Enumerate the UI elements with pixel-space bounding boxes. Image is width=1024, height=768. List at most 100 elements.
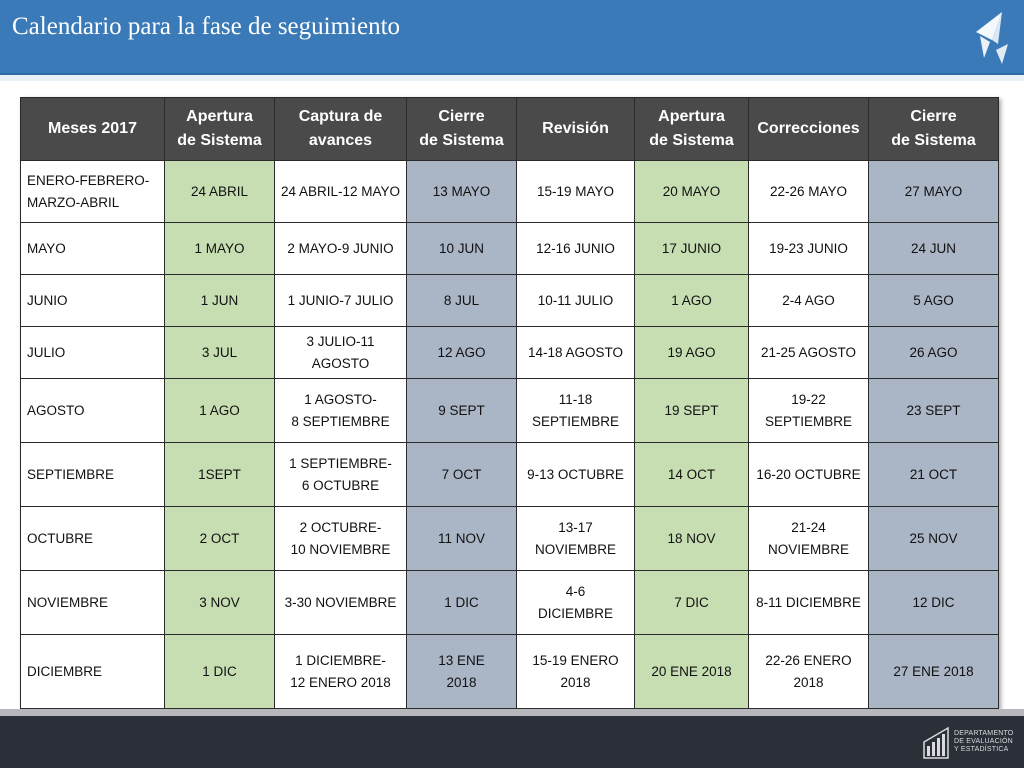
cell-text: 9-13 OCTUBRE — [527, 466, 624, 482]
column-header-label: Apertura de Sistema — [177, 108, 262, 149]
cell-text: JULIO — [27, 344, 66, 360]
date-cell: 3 JUL — [164, 326, 275, 379]
cell-text: 1 AGOSTO- 8 SEPTIEMBRE — [291, 391, 390, 429]
date-cell: 24 JUN — [868, 222, 999, 275]
cell-text: 26 AGO — [909, 344, 958, 360]
date-cell: 8-11 DICIEMBRE — [748, 570, 869, 635]
date-cell: 12-16 JUNIO — [516, 222, 635, 275]
column-header: Apertura de Sistema — [164, 97, 275, 161]
date-cell: 1 MAYO — [164, 222, 275, 275]
cell-text: 1 DIC — [202, 663, 237, 679]
cell-text: 1 MAYO — [194, 240, 245, 256]
cell-text: 16-20 OCTUBRE — [756, 466, 861, 482]
department-logo: DEPARTAMENTO DE EVALUACIÓN Y ESTADÍSTICA — [922, 724, 1014, 764]
table-row: ENERO-FEBRERO- MARZO-ABRIL 24 ABRIL 24 ABR… — [20, 160, 999, 223]
month-cell: JUNIO — [20, 274, 165, 327]
date-cell: 23 SEPT — [868, 378, 999, 443]
cell-text: 27 MAYO — [904, 183, 963, 199]
table-row: NOVIEMBRE 3 NOV 3-30 NOVIEMBRE 1 DIC 4-6 DIC… — [20, 570, 999, 635]
date-cell: 14 OCT — [634, 442, 749, 507]
date-cell: 3 NOV — [164, 570, 275, 635]
cell-text: 12-16 JUNIO — [536, 240, 615, 256]
department-logo-text: DEPARTAMENTO DE EVALUACIÓN Y ESTADÍSTICA — [954, 730, 1014, 753]
column-header: Correcciones — [748, 97, 869, 161]
date-cell: 19-22 SEPTIEMBRE — [748, 378, 869, 443]
date-cell: 1 JUNIO-7 JULIO — [274, 274, 407, 327]
column-header-label: Cierre de Sistema — [419, 108, 504, 149]
cell-text: 8-11 DICIEMBRE — [756, 594, 861, 610]
cell-text: 19-23 JUNIO — [769, 240, 848, 256]
column-header: Revisión — [516, 97, 635, 161]
month-cell: AGOSTO — [20, 378, 165, 443]
cell-text: 5 AGO — [913, 292, 954, 308]
cell-text: 14-18 AGOSTO — [527, 344, 624, 360]
footer-bar: DEPARTAMENTO DE EVALUACIÓN Y ESTADÍSTICA — [0, 716, 1024, 768]
table-row: DICIEMBRE 1 DIC 1 DICIEMBRE- 12 ENERO 2018… — [20, 634, 999, 709]
date-cell: 11 NOV — [406, 506, 517, 571]
date-cell: 21 OCT — [868, 442, 999, 507]
column-header-label: Apertura de Sistema — [649, 108, 734, 149]
page-title: Calendario para la fase de seguimiento — [12, 13, 401, 40]
table-row: MAYO 1 MAYO 2 MAYO-9 JUNIO 10 JUN 12-16 JUNI… — [20, 222, 999, 275]
column-header-label: Correcciones — [757, 120, 860, 137]
header-underline — [0, 75, 1024, 81]
month-cell: NOVIEMBRE — [20, 570, 165, 635]
date-cell: 4-6 DICIEMBRE — [516, 570, 635, 635]
cell-text: ENERO-FEBRERO- MARZO-ABRIL — [27, 172, 150, 210]
table-row: OCTUBRE 2 OCT 2 OCTUBRE- 10 NOVIEMBRE 11 NO… — [20, 506, 999, 571]
column-header-label: Meses 2017 — [48, 120, 137, 137]
cell-text: 1 JUN — [200, 292, 239, 308]
date-cell: 1 AGO — [164, 378, 275, 443]
date-cell: 1 DICIEMBRE- 12 ENERO 2018 — [274, 634, 407, 709]
month-cell: DICIEMBRE — [20, 634, 165, 709]
column-header-label: Captura de avances — [298, 108, 383, 149]
date-cell: 17 JUNIO — [634, 222, 749, 275]
date-cell: 2-4 AGO — [748, 274, 869, 327]
cell-text: SEPTIEMBRE — [27, 466, 115, 482]
cell-text: 21-25 AGOSTO — [760, 344, 857, 360]
month-cell: ENERO-FEBRERO- MARZO-ABRIL — [20, 160, 165, 223]
cell-text: 24 ABRIL-12 MAYO — [280, 183, 401, 199]
cell-text: 10-11 JULIO — [537, 292, 614, 308]
cell-text: 2 OCT — [199, 530, 240, 546]
cell-text: 24 ABRIL — [190, 183, 249, 199]
cell-text: 7 OCT — [441, 466, 482, 482]
date-cell: 12 AGO — [406, 326, 517, 379]
cell-text: 23 SEPT — [906, 402, 961, 418]
cell-text: 27 ENE 2018 — [893, 663, 974, 679]
date-cell: 1 JUN — [164, 274, 275, 327]
month-cell: MAYO — [20, 222, 165, 275]
cell-text: 20 MAYO — [662, 183, 721, 199]
date-cell: 16-20 OCTUBRE — [748, 442, 869, 507]
date-cell: 26 AGO — [868, 326, 999, 379]
month-cell: JULIO — [20, 326, 165, 379]
calendar-table: Meses 2017 Apertura de Sistema Captura de … — [20, 97, 999, 709]
cell-text: 14 OCT — [667, 466, 716, 482]
date-cell: 20 MAYO — [634, 160, 749, 223]
month-cell: OCTUBRE — [20, 506, 165, 571]
table-header-row: Meses 2017 Apertura de Sistema Captura de … — [20, 97, 999, 161]
date-cell: 9-13 OCTUBRE — [516, 442, 635, 507]
date-cell: 24 ABRIL — [164, 160, 275, 223]
date-cell: 1 AGOSTO- 8 SEPTIEMBRE — [274, 378, 407, 443]
cell-text: 7 DIC — [674, 594, 709, 610]
department-logo-icon — [923, 726, 949, 759]
column-header: Cierre de Sistema — [406, 97, 517, 161]
cell-text: 4-6 DICIEMBRE — [537, 583, 613, 621]
date-cell: 22-26 MAYO — [748, 160, 869, 223]
cell-text: 3 JULIO-11 AGOSTO — [306, 333, 375, 371]
column-header-label: Cierre de Sistema — [891, 108, 976, 149]
cell-text: 1 AGO — [671, 292, 712, 308]
cell-text: 15-19 MAYO — [536, 183, 615, 199]
cell-text: 3-30 NOVIEMBRE — [284, 594, 397, 610]
cell-text: 13 ENE 2018 — [438, 652, 485, 690]
date-cell: 14-18 AGOSTO — [516, 326, 635, 379]
cell-text: 17 JUNIO — [661, 240, 722, 256]
date-cell: 1 SEPTIEMBRE- 6 OCTUBRE — [274, 442, 407, 507]
cell-text: 24 JUN — [910, 240, 956, 256]
cell-text: 1 AGO — [199, 402, 240, 418]
cell-text: MAYO — [27, 240, 66, 256]
date-cell: 15-19 ENERO 2018 — [516, 634, 635, 709]
date-cell: 18 NOV — [634, 506, 749, 571]
table-body: ENERO-FEBRERO- MARZO-ABRIL 24 ABRIL 24 ABR… — [20, 160, 999, 709]
